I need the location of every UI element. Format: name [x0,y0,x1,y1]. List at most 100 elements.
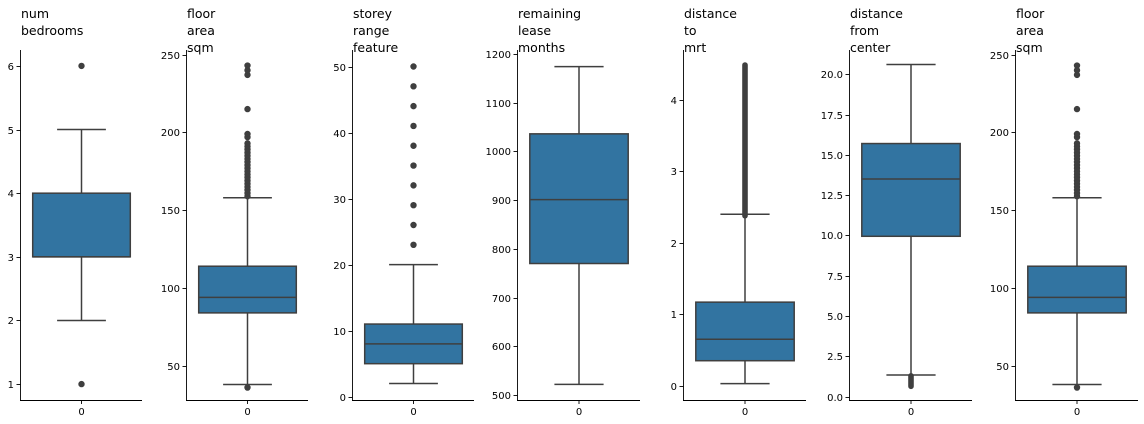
x-tick-label: 0 [78,407,84,418]
chart-title-line: months [518,40,565,55]
y-tick-label: 4 [8,189,14,200]
outlier-point [410,201,417,209]
y-tick-label: 900 [492,196,511,207]
chart-title-line: feature [353,40,398,55]
y-tick-label: 20.0 [821,70,843,81]
y-tick-label: 17.5 [821,111,843,122]
outlier-band [908,373,914,390]
y-tick-label: 1100 [486,99,511,110]
y-tick-label: 200 [990,128,1009,139]
y-tick-label: 0 [671,382,677,393]
x-tick-label: 0 [1074,407,1080,418]
outlier-point [410,221,417,229]
outlier-point [78,62,85,70]
chart-title: floor area sqm [187,6,216,55]
x-tick-label: 0 [244,407,250,418]
y-tick-label: 100 [161,284,180,295]
x-tick-label: 0 [576,407,582,418]
y-tick-label: 150 [990,206,1009,217]
y-tick-label: 20 [333,261,346,272]
y-tick-label: 250 [990,51,1009,62]
y-tick-label: 1200 [486,50,511,61]
y-tick-label: 2.5 [827,352,843,363]
x-tick-label: 0 [908,407,914,418]
outlier-point [244,105,251,113]
chart-title-line: distance [684,6,737,21]
y-tick-label: 6 [8,62,14,73]
chart-title-line: range [353,23,390,38]
y-tick-label: 250 [161,51,180,62]
chart-title: storey range feature [353,6,398,55]
chart-title-line: sqm [1016,40,1043,55]
outlier-point [1073,62,1081,69]
outlier-point [244,62,251,69]
outlier-point [410,122,417,130]
chart-title-line: from [850,23,879,38]
chart-title-line: mrt [684,40,706,55]
outlier-point [78,380,85,388]
y-tick-label: 1000 [486,147,511,158]
chart-title-line: center [850,40,891,55]
y-tick-label: 12.5 [821,191,843,202]
y-tick-label: 1 [671,310,677,321]
y-tick-label: 10 [333,327,346,338]
chart-title-line: floor [187,6,216,21]
boxplot-panel-1: num bedrooms 1 2 3 4 5 6 0 [8,6,142,418]
y-tick-label: 2 [671,239,677,250]
y-tick-label: 40 [333,129,346,140]
boxplot-panel-2: floor area sqm 50 100 150 200 250 0 [161,6,308,418]
chart-title: remaining lease months [518,6,581,55]
y-tick-label: 150 [161,206,180,217]
y-tick-label: 50 [333,63,346,74]
outlier-point [244,130,251,138]
chart-title: num bedrooms [21,6,83,38]
chart-title-line: floor [1016,6,1045,21]
chart-title: distance from center [850,6,903,55]
outlier-point [410,241,417,249]
chart-title-line: bedrooms [21,23,83,38]
y-tick-label: 5 [8,126,14,137]
outlier-point [410,63,417,70]
chart-title: floor area sqm [1016,6,1045,55]
y-tick-label: 700 [492,294,511,305]
iqr-box [529,133,629,265]
y-tick-label: 0.0 [827,393,843,404]
chart-title-line: remaining [518,6,581,21]
y-tick-label: 10.0 [821,231,843,242]
chart-title: distance to mrt [684,6,737,55]
iqr-box [861,142,961,238]
outlier-point [1073,140,1081,147]
y-tick-label: 100 [990,284,1009,295]
y-tick-label: 200 [161,128,180,139]
x-tick-label: 0 [410,407,416,418]
y-tick-label: 1 [8,380,14,391]
y-tick-label: 50 [996,362,1009,373]
y-tick-label: 3 [8,253,14,264]
chart-title-line: num [21,6,49,21]
y-tick-label: 15.0 [821,151,843,162]
outlier-band [742,62,748,219]
outlier-point [1073,384,1081,391]
outlier-point [244,140,251,147]
x-tick-label: 0 [742,407,748,418]
outlier-point [410,102,417,110]
chart-title-line: lease [518,23,551,38]
chart-title-line: storey [353,6,393,21]
chart-title-line: to [684,23,697,38]
y-tick-label: 2 [8,316,14,327]
outlier-point [244,384,251,391]
iqr-box [695,301,795,362]
outlier-point [1073,105,1081,113]
chart-title-line: sqm [187,40,214,55]
outlier-point [1073,130,1081,138]
chart-title-line: distance [850,6,903,21]
boxplot-panel-4: remaining lease months 500 600 700 800 900 1000 1… [486,6,640,418]
iqr-box [1027,265,1127,314]
outlier-point [410,142,417,149]
iqr-box [31,192,132,258]
outlier-point [410,83,417,90]
outlier-point [410,182,417,189]
iqr-box [197,265,298,314]
chart-title-line: area [1016,23,1044,38]
